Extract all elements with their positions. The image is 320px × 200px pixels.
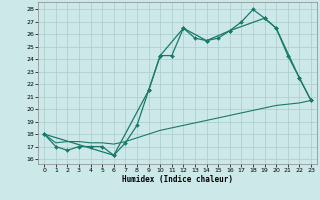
X-axis label: Humidex (Indice chaleur): Humidex (Indice chaleur) xyxy=(122,175,233,184)
